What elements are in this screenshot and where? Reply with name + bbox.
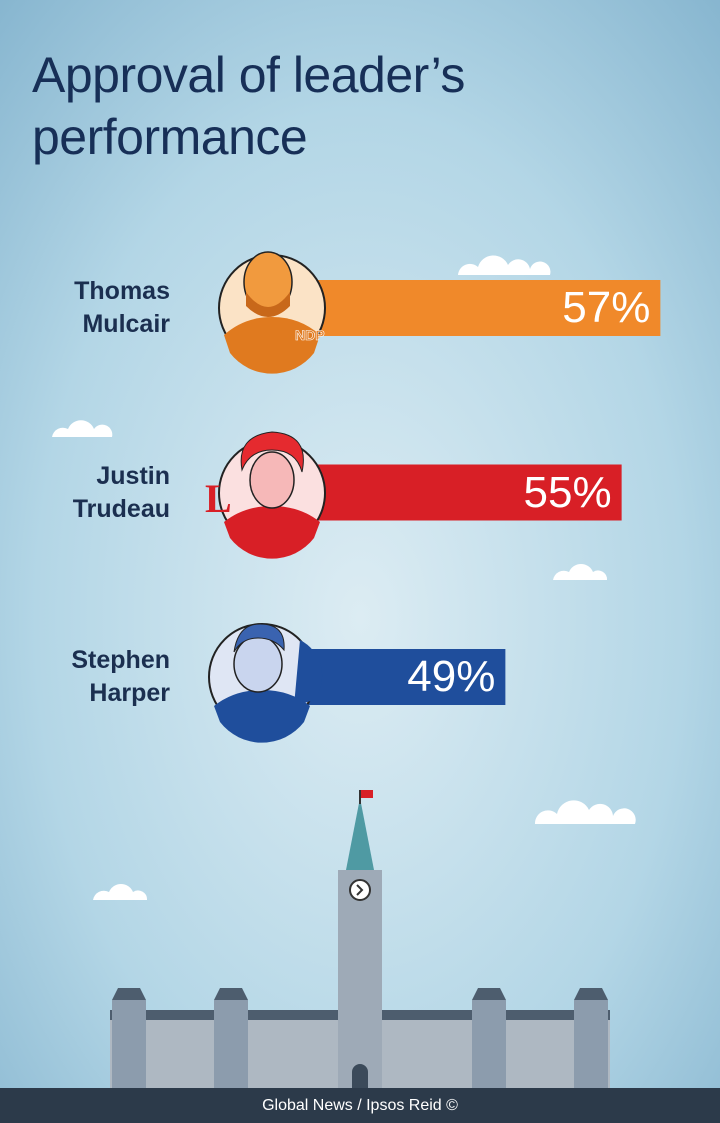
source: Global News / Ipsos Reid © <box>0 1088 720 1123</box>
clouds <box>52 255 636 900</box>
value-label: 55% <box>523 467 612 517</box>
portrait-trudeau: L <box>205 431 326 559</box>
category-label: Thomas Mulcair <box>74 277 170 338</box>
category-label: Stephen Harper <box>71 646 170 707</box>
value-label: 57% <box>562 283 651 332</box>
value-label: 49% <box>407 652 496 701</box>
bar <box>300 464 622 521</box>
bar <box>300 280 661 336</box>
parliament <box>110 790 610 1088</box>
portrait-harper <box>208 623 323 743</box>
category-label: Justin Trudeau <box>72 461 170 523</box>
svg-text:L: L <box>205 476 232 521</box>
svg-text:NDP: NDP <box>295 327 325 343</box>
bar <box>300 649 506 705</box>
title: Approval of leader’s performance <box>32 47 465 165</box>
bars <box>300 280 661 705</box>
portraits: NDP L <box>205 251 326 743</box>
portrait-mulcair: NDP <box>218 251 326 374</box>
